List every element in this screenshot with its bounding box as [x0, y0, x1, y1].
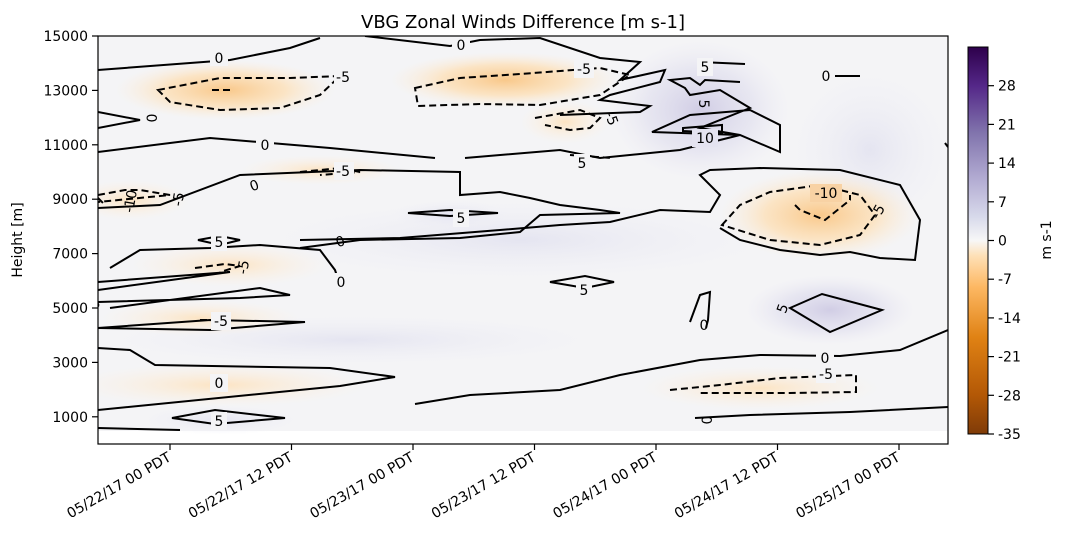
contour-label: 0 — [86, 298, 104, 312]
contour-label: 0 — [822, 69, 831, 85]
contour-label: 5 — [215, 235, 224, 251]
contour-label: 5 — [701, 60, 710, 76]
x-tick-label: 05/22/17 12 PDT — [186, 449, 296, 522]
y-axis: 1000 3000 5000 7000 9000 11000 13000 15000 — [43, 29, 98, 426]
colorbar-tick-label: -21 — [998, 350, 1021, 366]
colorbar-tick-label: 0 — [998, 234, 1007, 250]
contour-label: 0 — [457, 38, 466, 54]
contour-label: 0 — [215, 376, 224, 392]
contour-label: 0 — [700, 416, 716, 425]
contour-labels: 0 0 0 0 0 0 0 0 0 0 0 0 0 0 -5 -5 -5 — [85, 36, 889, 436]
colorbar-tick-label: -7 — [998, 272, 1012, 288]
plot-field: 0 0 0 0 0 0 0 0 0 0 0 0 0 0 -5 -5 -5 — [85, 36, 948, 444]
colorbar-axis: 28 21 14 7 0 -7 -14 -21 -28 -35 — [988, 79, 1021, 443]
contour-label: 10 — [696, 131, 714, 147]
contour-label: -5 — [170, 191, 188, 208]
contour-label: -5 — [819, 367, 833, 383]
colorbar-tick-label: -28 — [998, 388, 1021, 404]
contour-label: 5 — [580, 283, 589, 299]
y-tick-label: 15000 — [43, 29, 88, 45]
y-tick-label: 3000 — [52, 355, 88, 371]
contour-label: 5 — [215, 414, 224, 430]
contour-label: -5 — [235, 259, 253, 276]
plot-frame — [97, 35, 949, 445]
contour-label: -5 — [601, 109, 621, 128]
contour-label: -5 — [336, 164, 350, 180]
contour-label: 5 — [578, 156, 587, 172]
contour-label: 0 — [85, 420, 103, 436]
y-tick-label: 7000 — [52, 247, 88, 263]
y-axis-label: Height [m] — [10, 202, 26, 277]
contour-label: 0 — [145, 114, 161, 123]
contour-label: 5 — [457, 211, 466, 227]
contour-label: 0 — [700, 318, 709, 334]
colorbar-tick-label: 7 — [998, 195, 1007, 211]
colorbar-tick-label: -35 — [998, 427, 1021, 443]
contour-label: 5 — [695, 100, 711, 109]
solid-contours — [98, 36, 948, 431]
x-tick-label: 05/24/17 12 PDT — [672, 449, 782, 522]
x-tick-label: 05/23/17 12 PDT — [429, 449, 539, 522]
contour-label: -5 — [214, 314, 228, 330]
x-axis: 05/22/17 00 PDT 05/22/17 12 PDT 05/23/17 0… — [64, 444, 903, 522]
colorbar-label: m s-1 — [1039, 220, 1055, 259]
contour-label: 0 — [261, 138, 270, 154]
y-tick-label: 9000 — [52, 192, 88, 208]
colorbar-tick-label: 28 — [998, 79, 1016, 95]
colorbar — [967, 46, 989, 435]
chart-title: VBG Zonal Winds Difference [m s-1] — [361, 12, 685, 33]
contour-label: 0 — [337, 275, 346, 291]
x-tick-label: 05/22/17 00 PDT — [64, 449, 174, 522]
contour-label: -5 — [336, 70, 350, 86]
contour-label: -10 — [815, 186, 838, 202]
contour-label: -5 — [868, 202, 889, 222]
x-tick-label: 05/24/17 00 PDT — [550, 449, 660, 522]
x-tick-label: 05/23/17 00 PDT — [307, 449, 417, 522]
y-tick-label: 1000 — [52, 410, 88, 426]
colorbar-tick-label: 21 — [998, 117, 1016, 133]
contour-label: 0 — [215, 51, 224, 67]
y-tick-label: 5000 — [52, 301, 88, 317]
colorbar-tick-label: 14 — [998, 156, 1016, 172]
y-tick-label: 11000 — [43, 138, 88, 154]
contour-label: -5 — [577, 62, 591, 78]
colorbar-tick-label: -14 — [998, 311, 1021, 327]
x-tick-label: 05/25/17 00 PDT — [793, 449, 903, 522]
y-tick-label: 13000 — [43, 83, 88, 99]
contour-label: 0 — [821, 351, 830, 367]
contour-label: -10 — [121, 189, 141, 214]
